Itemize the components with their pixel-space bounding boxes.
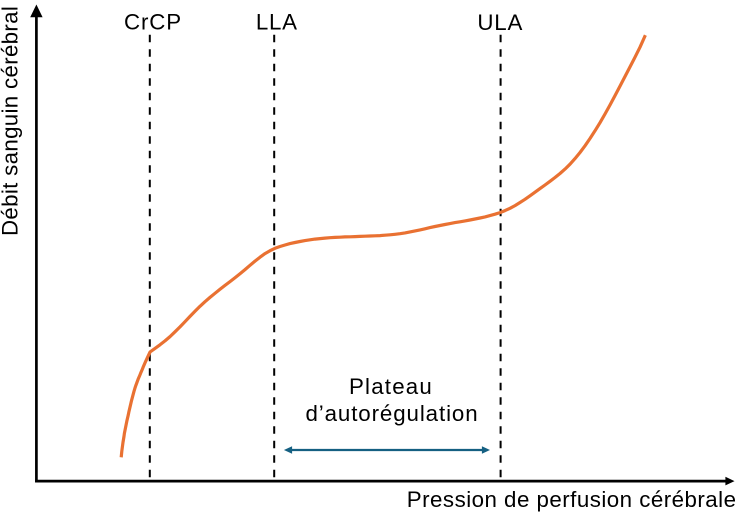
svg-text:LLA: LLA (256, 10, 298, 35)
svg-text:Pression de perfusion cérébral: Pression de perfusion cérébrale (407, 487, 737, 512)
svg-text:Débit sanguin cérébral: Débit sanguin cérébral (0, 6, 23, 236)
svg-text:ULA: ULA (477, 10, 523, 35)
svg-text:d’autorégulation: d’autorégulation (305, 401, 478, 426)
svg-text:CrCP: CrCP (124, 10, 182, 35)
svg-text:Plateau: Plateau (349, 374, 433, 399)
